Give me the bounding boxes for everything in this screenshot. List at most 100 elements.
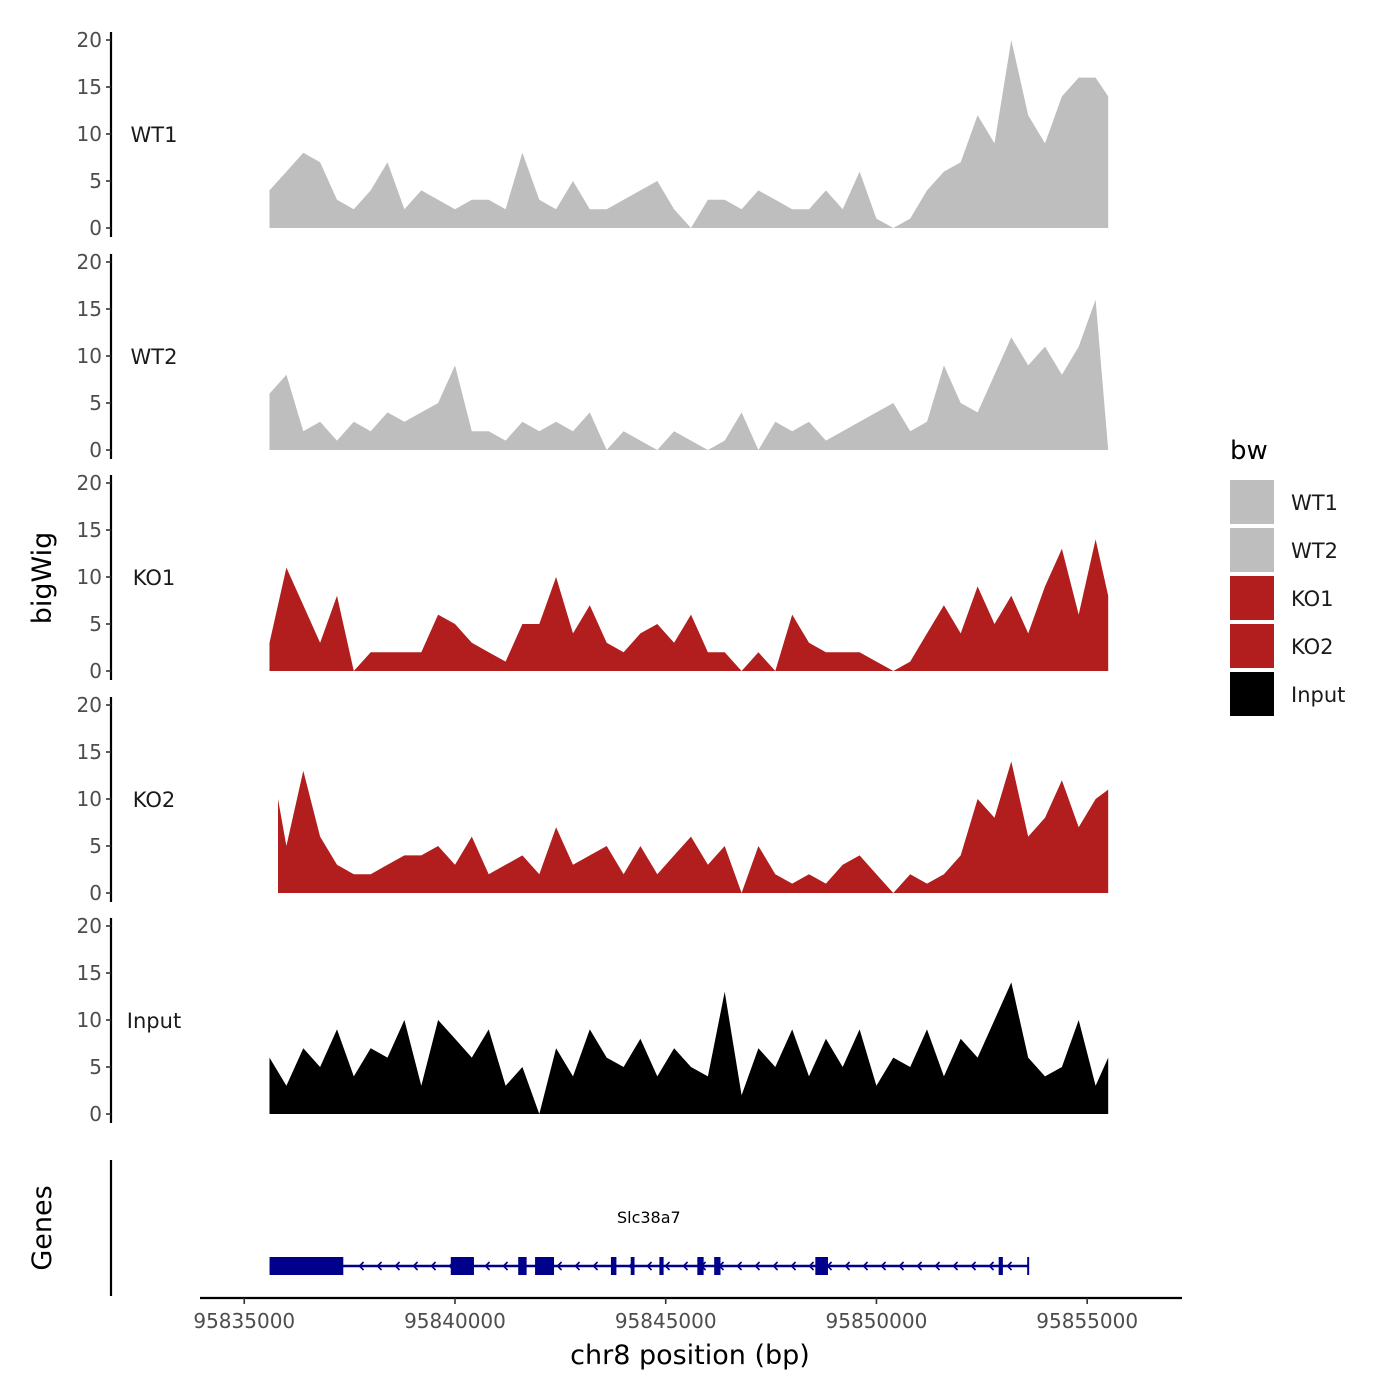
strand-arrow — [934, 1261, 941, 1271]
strand-arrow — [1006, 1261, 1013, 1271]
y-tick-label: 5 — [89, 834, 102, 858]
exon — [269, 1257, 344, 1275]
y-tick-label: 0 — [89, 438, 102, 462]
strand-arrow — [394, 1261, 401, 1271]
y-tick-label: 15 — [77, 518, 102, 542]
legend-swatch — [1230, 576, 1274, 620]
strand-arrow — [502, 1261, 509, 1271]
legend-item-ko2: KO2 — [1230, 624, 1334, 668]
strand-arrow — [484, 1261, 491, 1271]
strand-arrow — [844, 1261, 851, 1271]
legend-item-input: Input — [1230, 672, 1345, 716]
x-tick-label: 95840000 — [404, 1309, 506, 1333]
strand-arrow — [898, 1261, 905, 1271]
track-label: WT1 — [131, 123, 178, 147]
strand-arrow — [574, 1261, 581, 1271]
track-input: 0 5 10 15 20 Input — [77, 914, 1109, 1126]
track-ko1: 0 5 10 15 20 KO1 — [77, 471, 1109, 683]
y-tick-label: 15 — [77, 297, 102, 321]
legend-item-wt2: WT2 — [1230, 528, 1338, 572]
tracks-layer: 0 5 10 15 20 WT1 0 5 10 15 20 WT2 0 5 10 15 20 KO1 0 5 10 15 2… — [77, 28, 1109, 1126]
strand-arrow — [376, 1261, 383, 1271]
y-tick-label: 20 — [77, 914, 102, 938]
strand-arrow — [556, 1261, 563, 1271]
strand-arrow — [592, 1261, 599, 1271]
y-tick-label: 15 — [77, 740, 102, 764]
track-wt1: 0 5 10 15 20 WT1 — [77, 28, 1109, 240]
strand-arrow — [880, 1261, 887, 1271]
strand-arrow — [754, 1261, 761, 1271]
legend: bw WT1 WT2 KO1 KO2 Input — [1230, 436, 1345, 716]
legend-item-ko1: KO1 — [1230, 576, 1334, 620]
gene-slc38a7: Slc38a7 — [269, 1208, 1030, 1275]
y-tick-label: 20 — [77, 693, 102, 717]
y-tick-label: 0 — [89, 216, 102, 240]
y-tick-label: 5 — [89, 169, 102, 193]
strand-arrow — [682, 1261, 689, 1271]
y-tick-label: 10 — [77, 344, 102, 368]
signal-area — [269, 539, 1109, 671]
track-ko2: 0 5 10 15 20 KO2 — [77, 693, 1109, 905]
strand-arrow — [862, 1261, 869, 1271]
strand-arrow — [646, 1261, 653, 1271]
strand-arrow — [412, 1261, 419, 1271]
x-tick-label: 95850000 — [826, 1309, 928, 1333]
x-axis-title: chr8 position (bp) — [570, 1340, 810, 1371]
gene-label: Slc38a7 — [617, 1208, 681, 1227]
y-tick-label: 20 — [77, 28, 102, 52]
legend-label: KO1 — [1291, 587, 1334, 611]
track-wt2: 0 5 10 15 20 WT2 — [77, 250, 1109, 462]
y-tick-label: 10 — [77, 565, 102, 589]
legend-item-wt1: WT1 — [1230, 480, 1338, 524]
strand-arrow — [772, 1261, 779, 1271]
strand-arrow — [664, 1261, 671, 1271]
y-tick-label: 15 — [77, 961, 102, 985]
x-tick-label: 95855000 — [1036, 1309, 1138, 1333]
exon — [714, 1257, 721, 1275]
track-label: KO2 — [133, 788, 176, 812]
exon — [998, 1257, 1003, 1275]
legend-label: KO2 — [1291, 635, 1334, 659]
strand-arrow — [790, 1261, 797, 1271]
track-label: KO1 — [133, 566, 176, 590]
strand-arrow — [916, 1261, 923, 1271]
y-tick-label: 5 — [89, 1055, 102, 1079]
genes-axis-title: Genes — [27, 1185, 58, 1270]
exon — [518, 1257, 527, 1275]
y-tick-label: 0 — [89, 659, 102, 683]
legend-label: WT2 — [1291, 539, 1338, 563]
legend-title: bw — [1230, 436, 1268, 466]
exon — [697, 1257, 704, 1275]
strand-arrow — [808, 1261, 815, 1271]
signal-area — [278, 761, 1109, 893]
y-tick-label: 10 — [77, 122, 102, 146]
track-label: Input — [127, 1009, 181, 1033]
y-tick-label: 0 — [89, 881, 102, 905]
genes-track: Slc38a7 — [109, 1160, 1030, 1296]
signal-area — [269, 299, 1109, 450]
legend-swatch — [1230, 480, 1274, 524]
exon — [815, 1257, 828, 1275]
legend-label: Input — [1291, 683, 1345, 707]
x-axis: 95835000 95840000 95845000 95850000 95855000 — [193, 1296, 1182, 1333]
strand-arrow — [430, 1261, 437, 1271]
strand-arrow — [970, 1261, 977, 1271]
exon — [659, 1257, 664, 1275]
exon — [630, 1257, 635, 1275]
strand-arrow — [736, 1261, 743, 1271]
y-tick-label: 10 — [77, 787, 102, 811]
exon — [450, 1257, 474, 1275]
exon — [610, 1257, 617, 1275]
legend-swatch — [1230, 672, 1274, 716]
y-tick-label: 20 — [77, 250, 102, 274]
y-tick-label: 5 — [89, 391, 102, 415]
x-tick-label: 95845000 — [615, 1309, 717, 1333]
y-axis-title: bigWig — [27, 532, 58, 625]
legend-label: WT1 — [1291, 491, 1338, 515]
y-tick-label: 10 — [77, 1008, 102, 1032]
exon — [535, 1257, 555, 1275]
strand-arrow — [358, 1261, 365, 1271]
strand-arrow — [988, 1261, 995, 1271]
track-label: WT2 — [131, 345, 178, 369]
